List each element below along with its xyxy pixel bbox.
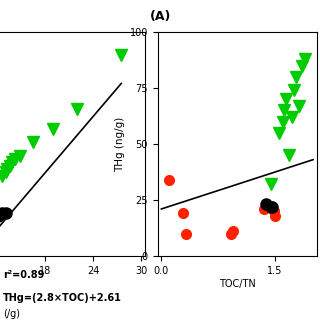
Y-axis label: THg (ng/g): THg (ng/g) — [116, 116, 125, 172]
Text: r²=0.89: r²=0.89 — [3, 270, 44, 280]
X-axis label: TOC/TN: TOC/TN — [219, 278, 256, 289]
Text: THg=(2.8×TOC)+2.61: THg=(2.8×TOC)+2.61 — [3, 293, 122, 303]
Text: (/g): (/g) — [3, 309, 20, 319]
Text: (A): (A) — [150, 10, 171, 23]
